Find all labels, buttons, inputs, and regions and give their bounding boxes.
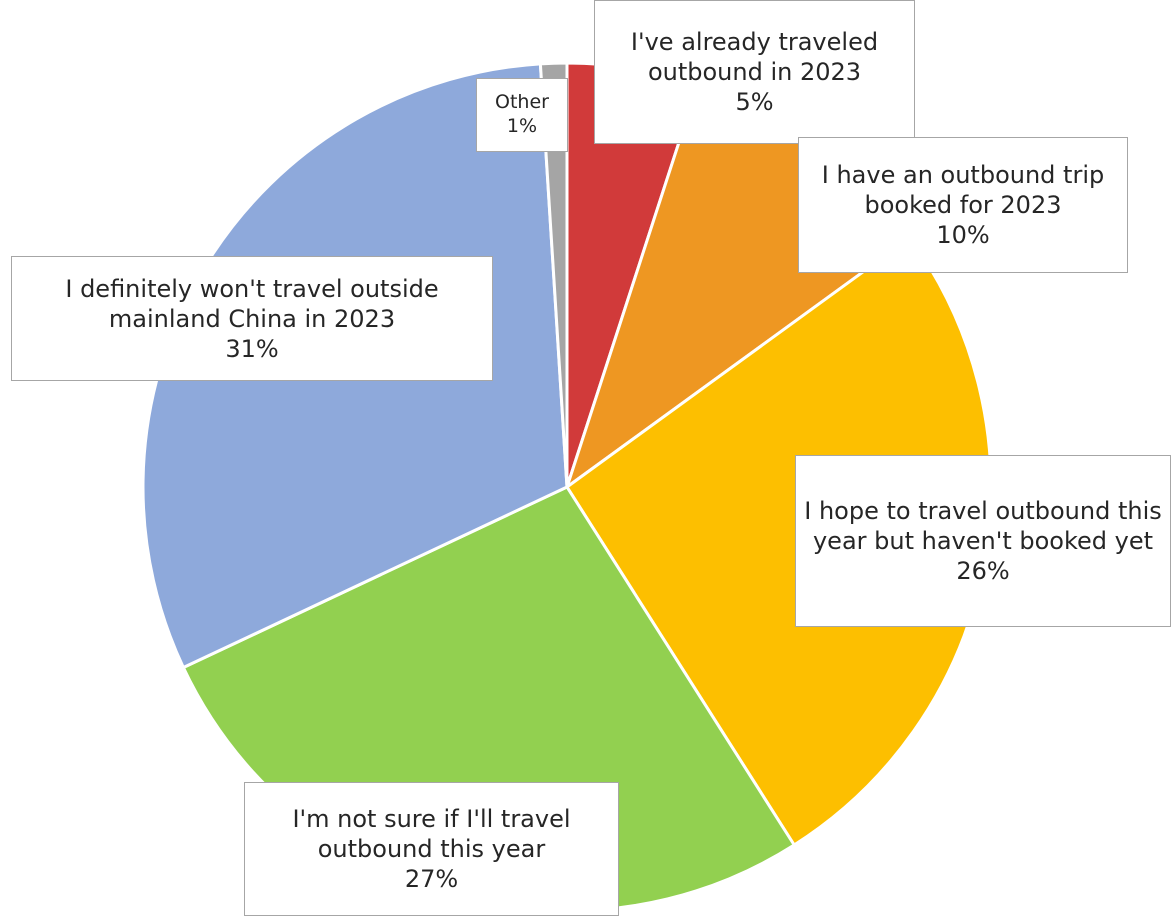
data-label-percent: 5% [735, 88, 774, 116]
data-label-percent: 26% [956, 557, 1010, 585]
data-label-category: I definitely won't travel outside mainla… [65, 274, 439, 333]
pie-slice-5 [538, 61, 569, 489]
data-label-percent: 31% [225, 334, 279, 363]
data-label-already-traveled: I've already traveled outbound in 2023 5… [594, 0, 915, 144]
data-label-percent: 27% [404, 865, 459, 893]
data-label-trip-booked: I have an outbound trip booked for 2023 … [798, 137, 1128, 273]
data-label-definitely-wont: I definitely won't travel outside mainla… [11, 256, 493, 381]
data-label-category: I'm not sure if I'll travel outbound thi… [292, 805, 571, 863]
data-label-not-sure: I'm not sure if I'll travel outbound thi… [244, 782, 619, 916]
data-label-percent: 1% [506, 115, 538, 137]
data-label-other: Other 1% [476, 78, 568, 152]
data-label-percent: 10% [936, 221, 990, 249]
data-label-category: I hope to travel outbound this year but … [804, 497, 1162, 555]
data-label-category: I've already traveled outbound in 2023 [630, 28, 879, 86]
data-label-category: Other [495, 91, 549, 114]
data-label-hope-to-travel: I hope to travel outbound this year but … [795, 455, 1171, 627]
data-label-category: I have an outbound trip booked for 2023 [821, 161, 1105, 219]
